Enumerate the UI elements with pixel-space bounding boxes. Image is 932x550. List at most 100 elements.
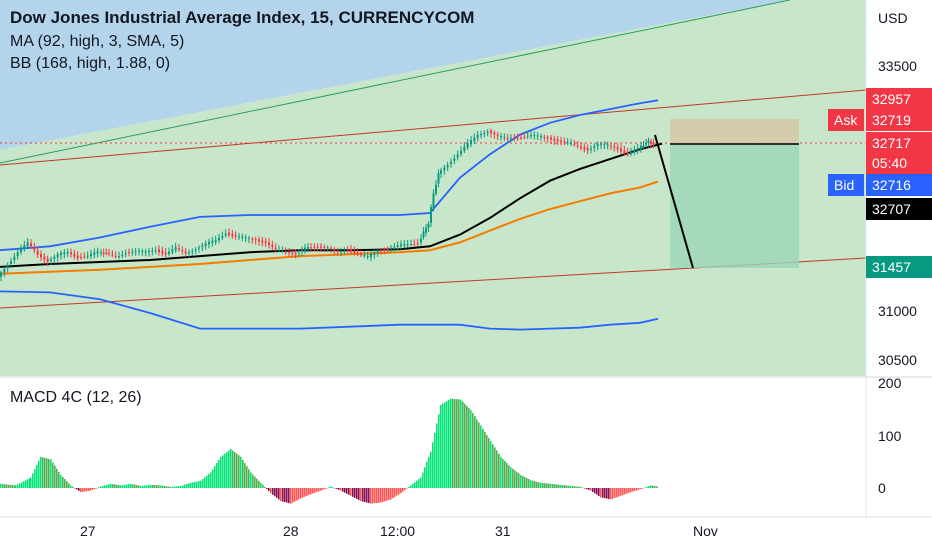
candle-body bbox=[647, 140, 650, 143]
macd-bar bbox=[368, 488, 370, 504]
bb-legend[interactable]: BB (168, high, 1.88, 0) bbox=[10, 55, 171, 72]
macd-bar bbox=[626, 488, 628, 494]
macd-bar bbox=[516, 471, 518, 488]
macd-bar bbox=[270, 488, 272, 494]
macd-bar bbox=[330, 486, 332, 488]
candle-body bbox=[211, 240, 214, 244]
candle-body bbox=[346, 250, 349, 252]
macd-bar bbox=[326, 488, 328, 489]
macd-bar bbox=[504, 460, 506, 488]
ma-price-tag: 32707 bbox=[866, 198, 932, 220]
candle-body bbox=[271, 245, 274, 248]
candle-body bbox=[254, 239, 257, 241]
macd-bar bbox=[622, 488, 624, 496]
candle-body bbox=[218, 237, 220, 241]
macd-bar bbox=[394, 488, 396, 497]
candle-body bbox=[506, 137, 509, 139]
macd-bar bbox=[628, 488, 630, 493]
macd-bar bbox=[652, 485, 654, 488]
macd-bar bbox=[116, 484, 118, 488]
macd-bar bbox=[216, 463, 218, 488]
macd-bar bbox=[192, 482, 194, 488]
macd-bar bbox=[114, 484, 116, 488]
macd-bar bbox=[12, 485, 14, 488]
macd-bar bbox=[98, 487, 100, 488]
macd-bar bbox=[454, 398, 456, 488]
candle-body bbox=[616, 147, 619, 150]
macd-bar bbox=[358, 488, 360, 500]
macd-bar bbox=[264, 486, 266, 488]
candle-body bbox=[363, 255, 366, 257]
candle-body bbox=[316, 246, 319, 248]
macd-bar bbox=[552, 484, 554, 488]
candle-body bbox=[536, 135, 539, 137]
macd-bar bbox=[38, 460, 40, 488]
macd-bar bbox=[524, 477, 526, 488]
macd-bar bbox=[470, 410, 472, 488]
candle-body bbox=[148, 250, 150, 253]
candle-body bbox=[437, 172, 440, 184]
macd-bar bbox=[304, 488, 306, 497]
macd-bar bbox=[496, 450, 498, 488]
candle-body bbox=[111, 254, 114, 256]
macd-bar bbox=[214, 466, 216, 488]
macd-bar bbox=[486, 434, 488, 488]
candle-body bbox=[652, 142, 655, 145]
macd-bar bbox=[406, 488, 408, 489]
candle-body bbox=[470, 140, 472, 145]
candle-body bbox=[234, 235, 237, 237]
macd-bar bbox=[50, 459, 52, 488]
macd-bar bbox=[184, 484, 186, 488]
macd-bar bbox=[526, 478, 528, 488]
macd-bar bbox=[142, 485, 144, 488]
macd-bar bbox=[194, 481, 196, 488]
macd-bar bbox=[268, 488, 270, 492]
macd-bar bbox=[546, 483, 548, 488]
candle-body bbox=[313, 246, 316, 248]
macd-bar bbox=[366, 488, 368, 503]
macd-bar bbox=[466, 405, 468, 488]
candle-body bbox=[231, 233, 234, 236]
macd-bar bbox=[158, 485, 160, 488]
macd-bar bbox=[384, 488, 386, 502]
candle-body bbox=[3, 268, 6, 273]
candle-body bbox=[108, 253, 110, 255]
macd-bar bbox=[76, 488, 78, 490]
macd-bar bbox=[0, 483, 2, 488]
macd-bar bbox=[6, 484, 8, 488]
macd-bar bbox=[260, 482, 262, 488]
macd-bar bbox=[212, 469, 214, 488]
candle-body bbox=[36, 250, 39, 255]
macd-bar bbox=[130, 483, 132, 488]
candle-body bbox=[390, 247, 392, 249]
macd-bar bbox=[438, 414, 440, 488]
macd-bar bbox=[204, 477, 206, 488]
macd-bar bbox=[608, 488, 610, 500]
candle-body bbox=[53, 256, 56, 260]
price-tag-32957: 32957 bbox=[866, 88, 932, 110]
time-label-1200: 12:00 bbox=[380, 523, 416, 539]
macd-bar bbox=[29, 478, 31, 488]
macd-bar bbox=[472, 413, 474, 488]
macd-bar bbox=[522, 476, 524, 488]
time-label-31: 31 bbox=[495, 523, 511, 539]
macd-bar bbox=[200, 480, 202, 488]
macd-bar bbox=[488, 438, 490, 488]
time-label-nov: Nov bbox=[693, 523, 718, 539]
macd-bar bbox=[540, 482, 542, 488]
ma-legend[interactable]: MA (92, high, 3, SMA, 5) bbox=[10, 33, 185, 50]
macd-bar bbox=[636, 488, 638, 491]
macd-bar bbox=[416, 480, 418, 488]
candle-body bbox=[650, 141, 652, 144]
macd-legend[interactable]: MACD 4C (12, 26) bbox=[10, 389, 142, 406]
macd-bar bbox=[436, 423, 438, 488]
candle-body bbox=[320, 246, 322, 248]
macd-bar bbox=[54, 465, 56, 488]
macd-bar bbox=[42, 457, 44, 488]
macd-bar bbox=[464, 403, 466, 488]
macd-bar bbox=[596, 488, 598, 495]
macd-bar bbox=[74, 488, 76, 489]
macd-bar bbox=[230, 449, 232, 488]
candle-body bbox=[168, 251, 170, 255]
